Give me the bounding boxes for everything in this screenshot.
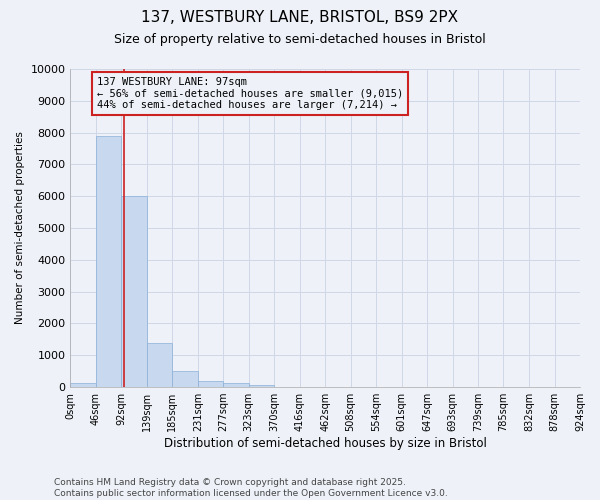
Bar (172, 371, 198, 387)
Bar (198, 380, 223, 387)
X-axis label: Distribution of semi-detached houses by size in Bristol: Distribution of semi-detached houses by … (164, 437, 487, 450)
Bar (121, 196, 146, 387)
Text: 137, WESTBURY LANE, BRISTOL, BS9 2PX: 137, WESTBURY LANE, BRISTOL, BS9 2PX (142, 10, 458, 25)
Y-axis label: Number of semi-detached properties: Number of semi-detached properties (15, 132, 25, 324)
Text: 137 WESTBURY LANE: 97sqm
← 56% of semi-detached houses are smaller (9,015)
44% o: 137 WESTBURY LANE: 97sqm ← 56% of semi-d… (97, 77, 403, 110)
Text: Contains HM Land Registry data © Crown copyright and database right 2025.
Contai: Contains HM Land Registry data © Crown c… (54, 478, 448, 498)
Bar (147, 343, 172, 387)
Bar (70, 383, 96, 387)
Bar (248, 385, 274, 387)
Bar (96, 136, 121, 387)
Bar (223, 383, 248, 387)
Text: Size of property relative to semi-detached houses in Bristol: Size of property relative to semi-detach… (114, 32, 486, 46)
